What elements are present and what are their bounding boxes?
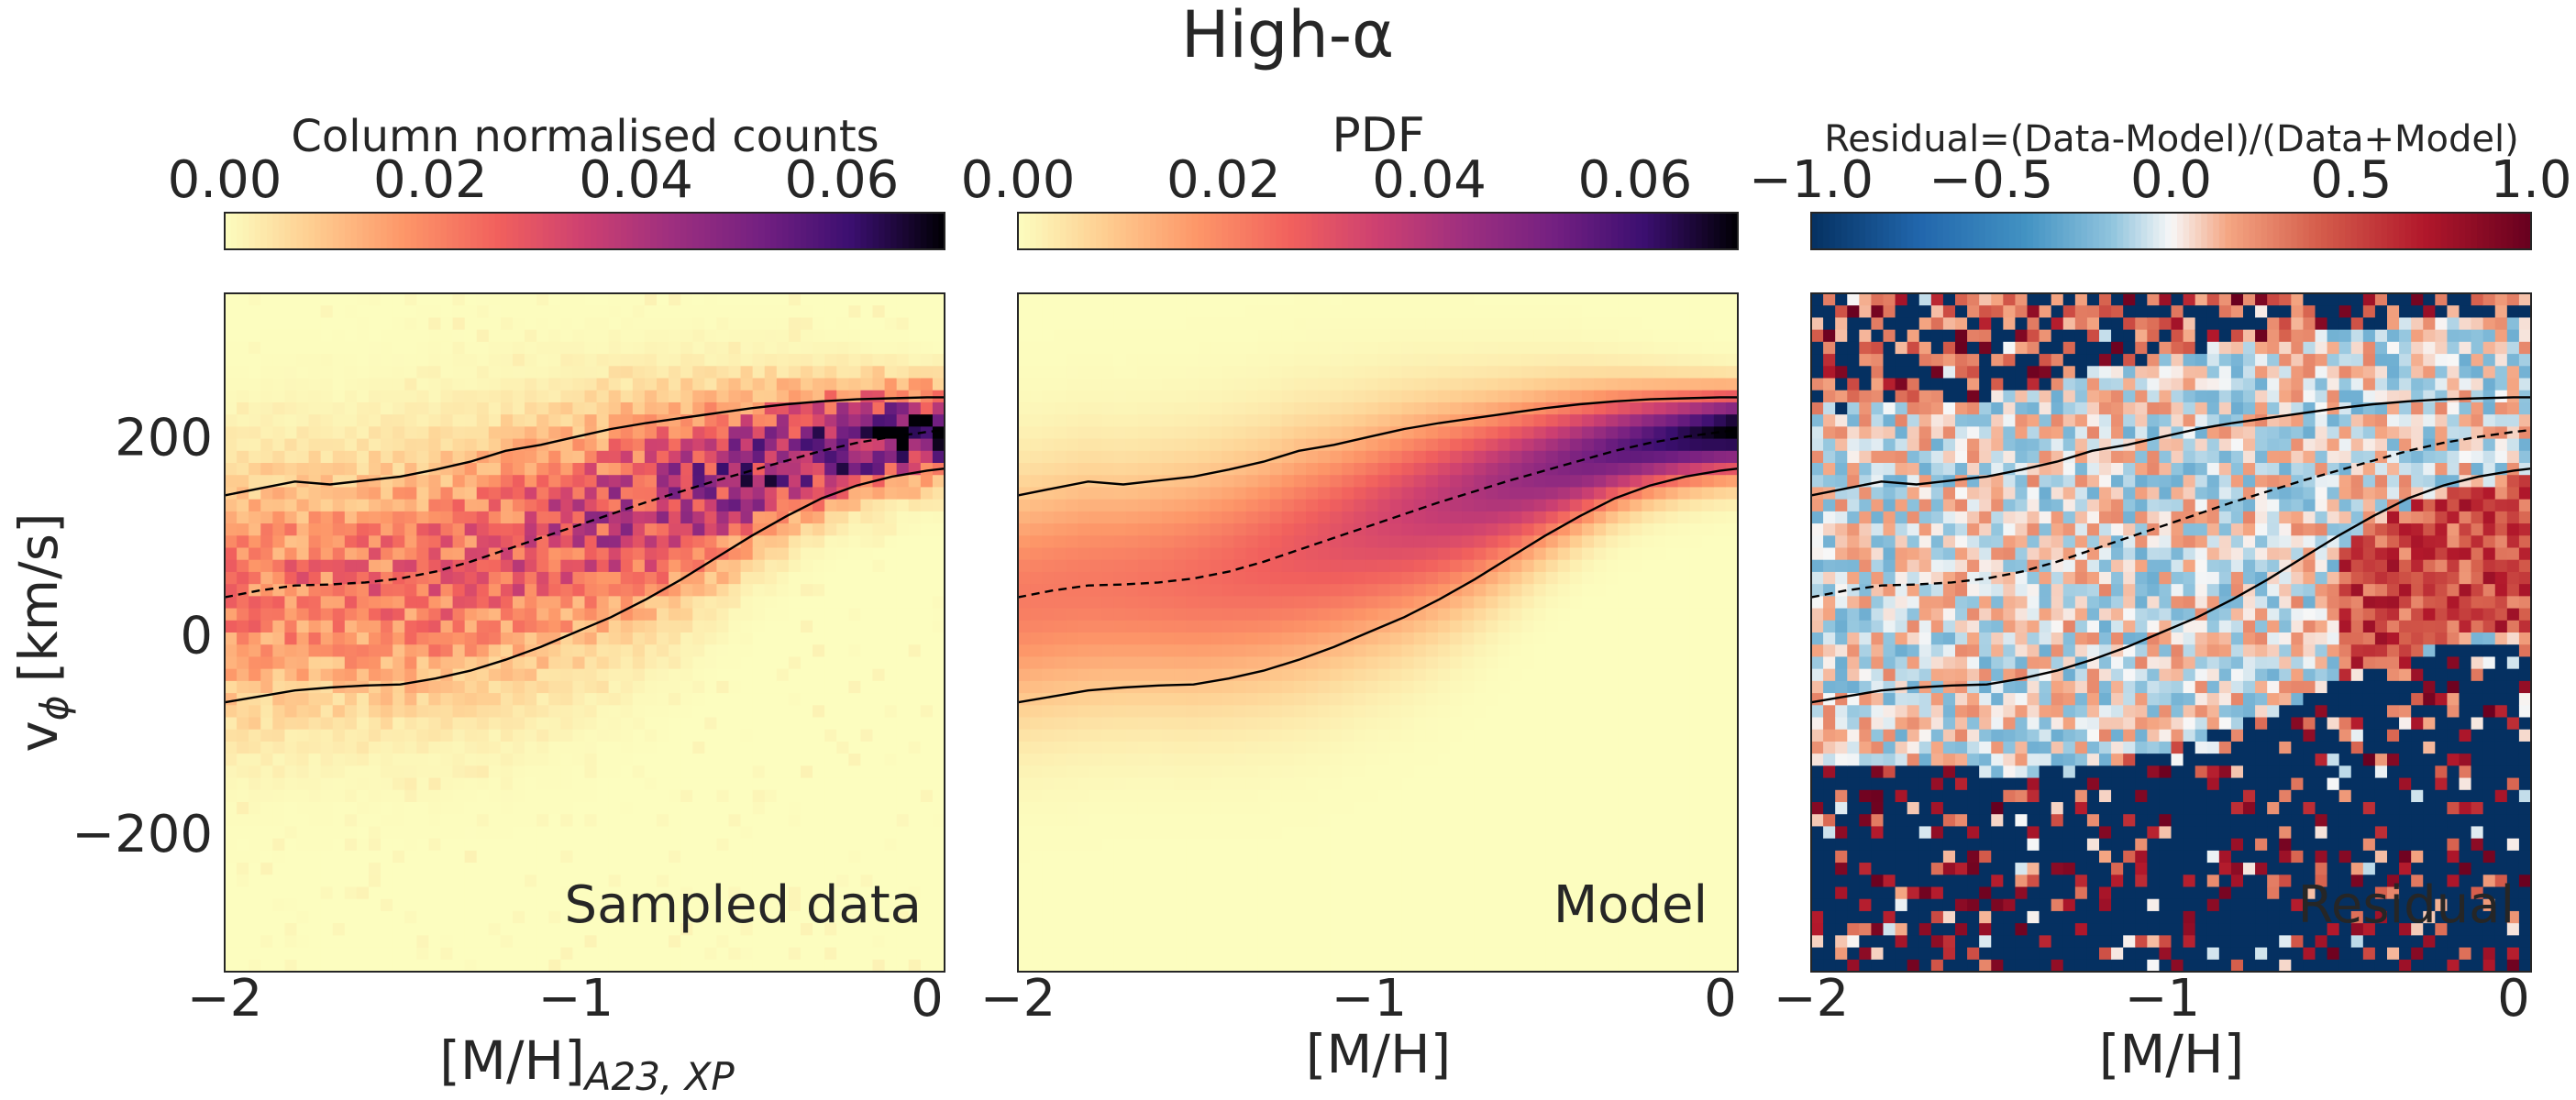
x-axis-label-data-sub: A23, XP — [582, 1054, 735, 1099]
colorbar-ticks-residual: −1.0 −0.5 0.0 0.5 1.0 — [1749, 150, 2572, 210]
y-tick-label: −200 — [72, 805, 213, 864]
x-tick-label: −1 — [2125, 969, 2201, 1028]
colorbar-tick-label: 0.0 — [2130, 150, 2212, 210]
x-axis-label-data-main: [M/H] — [439, 1029, 584, 1092]
curve-median-panel-2 — [1810, 428, 2532, 599]
x-ticks-data: −2 −1 0 — [187, 969, 944, 1028]
colorbar-label-residual: Residual=(Data-Model)/(Data+Model) — [1824, 118, 2519, 160]
colorbar-tick-label: 0.04 — [1372, 150, 1487, 210]
x-tick-label: −2 — [1774, 969, 1850, 1028]
colorbar-tick-label: 0.5 — [2310, 150, 2392, 210]
colorbar-tick-label: 0.04 — [579, 150, 693, 210]
colorbar-residual: −1.0 −0.5 0.0 0.5 1.0 — [1749, 150, 2572, 250]
curve-upper-panel-2 — [1810, 396, 2531, 497]
heatmap-model — [1017, 292, 1739, 973]
colorbar-tick-label: 0.00 — [961, 150, 1076, 210]
colorbar-ticks-data: 0.00 0.02 0.04 0.06 — [168, 150, 900, 210]
colorbar-tick-label: 0.00 — [168, 150, 282, 210]
x-axis-label-residual: [M/H] — [2099, 1023, 2244, 1085]
panel-model: PDF 0.00 0.02 0.04 0.06 Model −2 −1 0 [M/H] — [961, 108, 1739, 1085]
colorbar-tick-label: 0.06 — [785, 150, 900, 210]
x-tick-label: −1 — [1332, 969, 1408, 1028]
curve-lower-panel-0 — [224, 468, 945, 704]
curve-lower-panel-2 — [1810, 468, 2532, 704]
colorbar-tick-label: 0.02 — [1166, 150, 1281, 210]
y-axis-label: vϕ [km/s] — [7, 512, 77, 752]
colorbar-label-model: PDF — [1332, 108, 1424, 163]
x-tick-label: −1 — [538, 969, 614, 1028]
panel-label-residual: Residual — [2298, 875, 2515, 935]
y-tick-label: 0 — [180, 607, 213, 666]
y-ticks-data: −200 0 200 — [72, 409, 213, 864]
colorbar-model: 0.00 0.02 0.04 0.06 — [961, 150, 1739, 250]
y-axis-label-unit: [km/s] — [7, 512, 70, 682]
colorbar-ticks-model: 0.00 0.02 0.04 0.06 — [961, 150, 1693, 210]
y-axis-label-main: v — [7, 720, 70, 752]
curve-upper-panel-1 — [1017, 396, 1738, 497]
heatmap-residual — [1810, 292, 2532, 973]
panel-label-model: Model — [1553, 875, 1708, 935]
y-axis-label-sub: ϕ — [32, 696, 77, 721]
x-tick-label: 0 — [2497, 969, 2530, 1028]
x-tick-label: 0 — [1704, 969, 1737, 1028]
x-axis-label-model: [M/H] — [1306, 1023, 1451, 1085]
curve-upper-panel-0 — [224, 396, 945, 497]
colorbar-label-data: Column normalised counts — [291, 111, 879, 162]
panel-residual: Residual=(Data-Model)/(Data+Model) −1.0−… — [1749, 118, 2572, 1085]
figure-title: High-α — [1181, 0, 1394, 72]
curve-lower-panel-1 — [1017, 468, 1739, 704]
x-ticks-model: −2 −1 0 — [980, 969, 1737, 1028]
colorbar-tick-label: 0.02 — [373, 150, 488, 210]
x-axis-label-data: [M/H]A23, XP — [439, 1029, 735, 1099]
panel-sampled-data: Column normalised counts 0.00 0.02 0.04 0.0… — [7, 111, 945, 1099]
curve-median-panel-1 — [1017, 428, 1739, 599]
x-tick-label: −2 — [980, 969, 1056, 1028]
colorbar-tick-label: −1.0 — [1749, 150, 1874, 210]
x-tick-label: −2 — [187, 969, 263, 1028]
curve-median-panel-0 — [224, 428, 945, 599]
colorbar-tick-label: −0.5 — [1929, 150, 2053, 210]
colorbar-tick-label: 1.0 — [2490, 150, 2571, 210]
x-tick-label: 0 — [911, 969, 944, 1028]
colorbar-data: 0.00 0.02 0.04 0.06 — [168, 150, 945, 250]
y-tick-label: 200 — [115, 409, 213, 468]
colorbar-tick-label: 0.06 — [1578, 150, 1693, 210]
x-ticks-residual: −2 −1 0 — [1774, 969, 2530, 1028]
panel-label-sampled-data: Sampled data — [565, 875, 922, 935]
heatmap-data — [224, 292, 945, 973]
